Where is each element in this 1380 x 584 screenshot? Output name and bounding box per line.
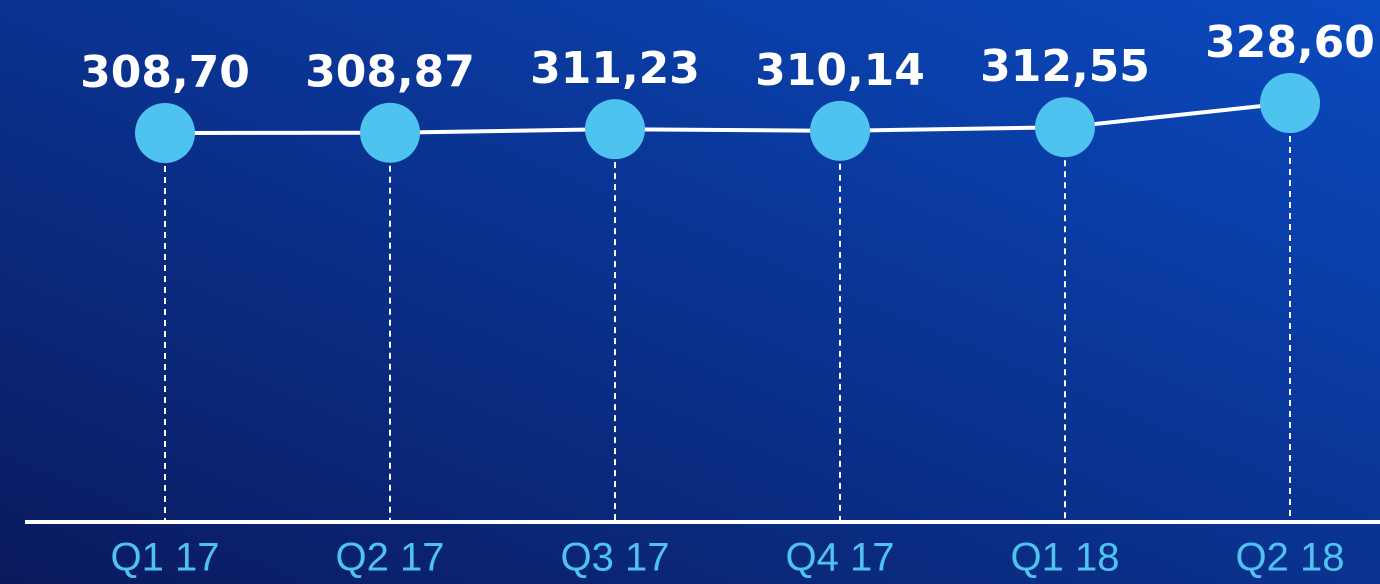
point [360, 102, 420, 163]
value-label: 312,55 [980, 41, 1150, 92]
x-tick-label: Q4 17 [786, 536, 895, 580]
x-tick-label: Q2 17 [336, 536, 445, 580]
line [164, 101, 1291, 135]
point [1035, 97, 1095, 158]
value-label: 310,14 [755, 45, 925, 96]
point [1260, 73, 1320, 133]
x-tick-label: Q3 17 [561, 536, 670, 580]
x-tick-label: Q2 18 [1236, 536, 1345, 580]
value-label: 308,87 [305, 47, 475, 98]
value-label: 308,70 [80, 47, 250, 98]
value-label: 328,60 [1205, 17, 1375, 68]
point [135, 103, 195, 163]
point [810, 100, 870, 161]
x-tick-label: Q1 17 [111, 536, 220, 580]
x-tick-label: Q1 18 [1011, 536, 1120, 580]
value-label: 311,23 [530, 43, 700, 94]
point [585, 99, 645, 160]
